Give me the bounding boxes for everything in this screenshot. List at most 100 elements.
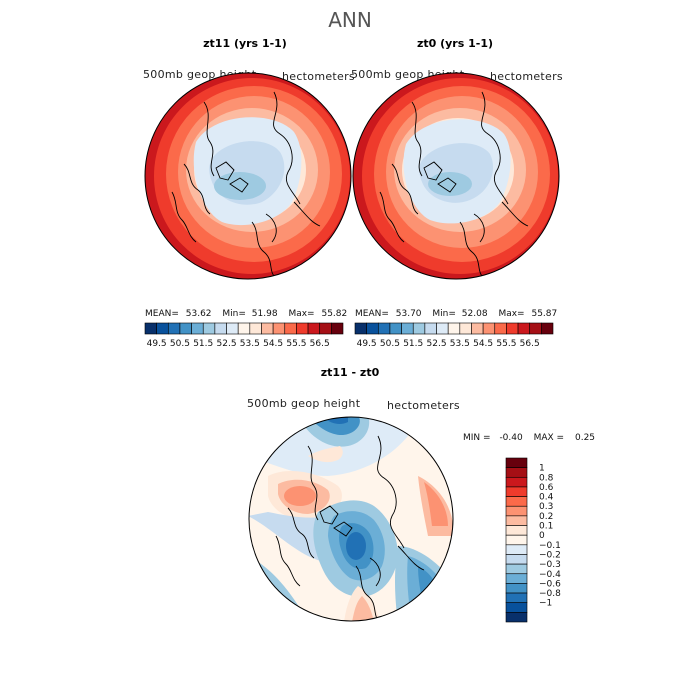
panel-2-colorbar-tick-label: 51.5 — [403, 339, 423, 349]
panel-1-min-value: 51.98 — [251, 309, 278, 319]
diff-colorbar-swatch-1 — [505, 467, 528, 478]
panel-1-colorbar-swatch-0 — [144, 322, 157, 335]
diff-colorbar-tick-label: 0.3 — [539, 502, 553, 512]
panel-1-colorbar-swatch-14 — [307, 322, 321, 335]
panel-1-colorbar-swatch-16 — [331, 322, 344, 335]
diff-colorbar-swatch-10 — [505, 554, 528, 565]
panel-1-mean-label: MEAN= — [145, 309, 179, 319]
panel-2-colorbar-tick-label: 56.5 — [520, 339, 540, 349]
panel-1-colorbar-swatch-11 — [272, 322, 286, 335]
diff-colorbar-swatch-15 — [505, 602, 528, 613]
diff-colorbar-swatch-12 — [505, 573, 528, 584]
panel-1-mean-value: 53.62 — [185, 309, 212, 319]
panel-2-colorbar-swatch-6 — [424, 322, 437, 335]
panel-2-colorbar-swatch-11 — [482, 322, 496, 335]
panel-2-colorbar-tick-label: 50.5 — [380, 339, 400, 349]
panel-2-polar-map — [352, 72, 560, 280]
diff-colorbar-swatch-4 — [505, 496, 528, 507]
diff-stats: MIN = -0.40 MAX = 0.25 — [463, 433, 595, 443]
panel-2-colorbar-tick-label: 52.5 — [427, 339, 447, 349]
diff-colorbar-swatch-7 — [505, 525, 528, 536]
panel-2-colorbar-swatch-13 — [506, 322, 519, 335]
panel-2-colorbar: 49.5 50.5 51.5 52.5 53.5 54.5 55.5 56.5 — [354, 322, 554, 349]
panel-1-colorbar-swatch-10 — [261, 322, 274, 335]
diff-min-value: -0.40 — [499, 433, 523, 443]
diff-colorbar-tick-label: 0.2 — [539, 512, 553, 522]
panel-2-min-value: 52.08 — [461, 309, 488, 319]
panel-1-colorbar-swatch-2 — [167, 322, 181, 335]
diff-colorbar-tick-label: −0.8 — [539, 589, 561, 599]
diff-colorbar-swatch-5 — [505, 505, 528, 517]
panel-2-mean-label: MEAN= — [355, 309, 389, 319]
panel-1-colorbar-swatch-7 — [226, 322, 239, 335]
diff-variable-label: 500mb geop height — [247, 397, 361, 410]
panel-2-colorbar-swatch-2 — [377, 322, 391, 335]
panel-1-colorbar: 49.5 50.5 51.5 52.5 53.5 54.5 55.5 56.5 — [144, 322, 344, 349]
panel-1-colorbar-swatch-4 — [191, 322, 204, 335]
diff-max-label: MAX = — [533, 433, 565, 443]
panel-2-colorbar-swatch-16 — [541, 322, 554, 335]
panel-2-colorbar-swatch-15 — [529, 322, 542, 335]
panel-2-colorbar-swatch-3 — [389, 322, 402, 335]
panel-1-polar-map — [144, 72, 352, 280]
panel-2-colorbar-swatch-1 — [366, 322, 379, 335]
panel-2-colorbar-tick-label: 54.5 — [473, 339, 493, 349]
panel-2-min-label: Min= — [432, 309, 456, 319]
panel-2-colorbar-tick-label: 49.5 — [357, 339, 377, 349]
panel-2-mean-value: 53.70 — [395, 309, 422, 319]
panel-2-colorbar-swatch-0 — [354, 322, 367, 335]
diff-colorbar-tick-label: −0.3 — [539, 560, 561, 570]
panel-1-colorbar-swatch-5 — [202, 322, 216, 335]
panel-1-colorbar-tick-label: 51.5 — [193, 339, 213, 349]
diff-colorbar-tick-label: −0.4 — [539, 570, 561, 580]
panel-1-max-value: 55.82 — [321, 309, 348, 319]
panel-1-colorbar-swatch-9 — [249, 322, 262, 335]
diff-colorbar-tick-label: −1 — [539, 599, 552, 609]
diff-colorbar-tick-label: 0.4 — [539, 493, 554, 503]
diff-colorbar-tick-label: 0.6 — [539, 483, 554, 493]
diff-colorbar-tick-label: −0.1 — [539, 541, 561, 551]
diff-colorbar-swatch-11 — [505, 563, 528, 575]
diff-colorbar-tick-label: 1 — [539, 464, 545, 474]
panel-1-colorbar-swatch-1 — [156, 322, 169, 335]
panel-1-colorbar-swatch-12 — [284, 322, 297, 335]
panel-2-colorbar-swatch-5 — [412, 322, 426, 335]
panel-1-colorbar-swatch-8 — [237, 322, 251, 335]
diff-polar-map — [248, 416, 454, 622]
panel-1-colorbar-swatch-13 — [296, 322, 309, 335]
panel-2-colorbar-tick-label: 55.5 — [496, 339, 516, 349]
panel-2-colorbar-swatch-14 — [517, 322, 531, 335]
diff-colorbar-swatch-13 — [505, 583, 528, 594]
diff-title: zt11 - zt0 — [320, 366, 380, 379]
panel-1-min-label: Min= — [222, 309, 246, 319]
diff-colorbar-swatch-6 — [505, 515, 528, 526]
diff-colorbar-tick-label: 0 — [539, 531, 545, 541]
panel-1-colorbar-tick-label: 54.5 — [263, 339, 283, 349]
panel-2-max-value: 55.87 — [531, 309, 558, 319]
diff-min-label: MIN = — [463, 433, 491, 443]
panel-1-colorbar-swatch-6 — [214, 322, 227, 335]
diff-colorbar-swatch-2 — [505, 476, 528, 488]
diff-colorbar-swatch-3 — [505, 486, 528, 497]
panel-2-stats: MEAN= 53.70 Min= 52.08 Max= 55.87 — [355, 309, 557, 319]
panel-1-colorbar-tick-label: 52.5 — [217, 339, 237, 349]
panel-1-colorbar-tick-label: 56.5 — [310, 339, 330, 349]
diff-colorbar-tick-label: −0.6 — [539, 579, 561, 589]
page-title: ANN — [328, 8, 372, 32]
diff-colorbar-swatch-8 — [505, 534, 528, 546]
diff-colorbar-swatch-0 — [505, 457, 528, 468]
panel-2-colorbar-swatch-8 — [447, 322, 461, 335]
panel-1-colorbar-tick-label: 55.5 — [286, 339, 306, 349]
panel-1-colorbar-swatch-15 — [319, 322, 332, 335]
panel-1-colorbar-tick-label: 49.5 — [147, 339, 167, 349]
diff-colorbar-tick-label: −0.2 — [539, 550, 561, 560]
diff-colorbar-tick-label: 0.8 — [539, 473, 554, 483]
panel-1-colorbar-swatch-3 — [179, 322, 192, 335]
panel-1-colorbar-tick-label: 53.5 — [240, 339, 260, 349]
panel-1-stats: MEAN= 53.62 Min= 51.98 Max= 55.82 — [145, 309, 347, 319]
diff-colorbar-swatch-9 — [505, 544, 528, 555]
panel-2-colorbar-tick-label: 53.5 — [450, 339, 470, 349]
panel-1-max-label: Max= — [288, 309, 315, 319]
panel-2-colorbar-swatch-9 — [459, 322, 472, 335]
diff-colorbar-swatch-14 — [505, 592, 528, 604]
